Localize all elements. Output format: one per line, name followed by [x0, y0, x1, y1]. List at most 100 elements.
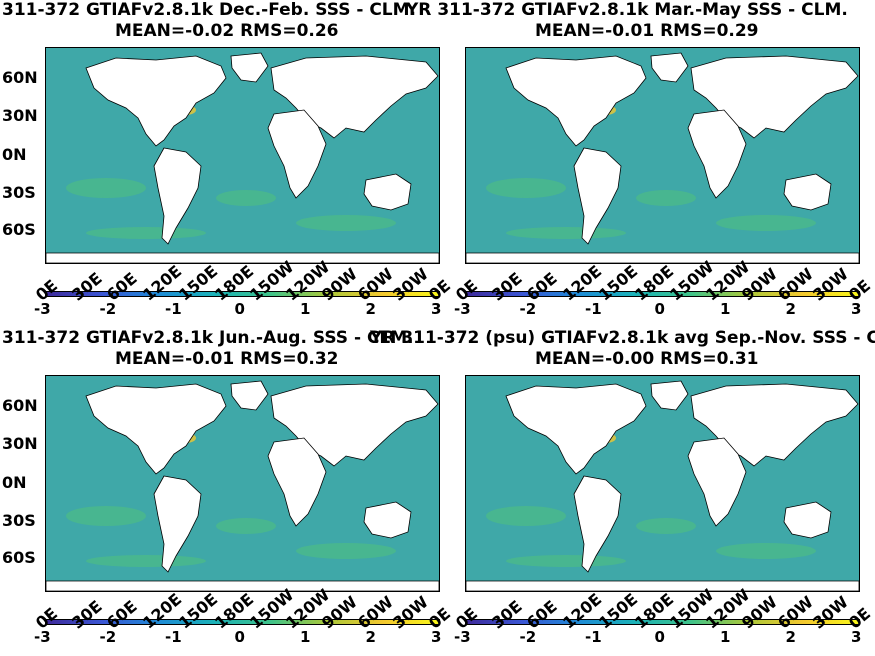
lat-label: 30N	[2, 106, 38, 125]
map-panel-djf: 311-372 GTIAFv2.8.1k Dec.-Feb. SSS - CLM…	[0, 0, 454, 328]
colorbar-tick-label: 2	[785, 628, 796, 646]
colorbar-tick-label: -1	[585, 628, 602, 646]
landmass	[153, 147, 202, 245]
anomaly-patch	[716, 543, 816, 559]
panel-title-line1: YR 311-372 (psu) GTIAFv2.8.1k avg Sep.-N…	[370, 328, 875, 348]
lon-label: 180E	[630, 261, 677, 305]
lat-label: 0N	[2, 473, 27, 492]
sss-anomaly-map	[45, 375, 440, 592]
colorbar-tick-label: -3	[34, 300, 51, 318]
anomaly-patch	[636, 190, 696, 206]
landmass	[783, 501, 832, 539]
sss-anomaly-map	[465, 375, 860, 592]
anomaly-patch	[486, 178, 566, 198]
lon-label: 150E	[174, 589, 222, 633]
colorbar	[465, 619, 860, 625]
landmass	[230, 52, 269, 83]
map-panel-jja: 311-372 GTIAFv2.8.1k Jun.-Aug. SSS - CLM…	[0, 328, 454, 656]
lon-label: 30W	[809, 264, 853, 305]
landmass	[505, 383, 647, 475]
anomaly-patch	[716, 215, 816, 231]
colorbar	[465, 291, 860, 297]
panel-title-line1: YR 311-372 GTIAFv2.8.1k Mar.-May SSS - C…	[406, 0, 848, 20]
world-map-svg	[466, 376, 859, 591]
landmass	[46, 252, 439, 263]
world-map-svg	[466, 48, 859, 263]
lat-label: 30S	[2, 511, 36, 530]
anomaly-patch	[636, 518, 696, 534]
colorbar-tick-label: 2	[365, 628, 376, 646]
lon-label: 120E	[139, 261, 186, 305]
landmass	[650, 380, 689, 411]
colorbar-tick-label: -2	[99, 300, 117, 318]
lon-label: 120E	[559, 589, 606, 633]
colorbar-tick-label: 2	[365, 300, 376, 318]
panel-title-line1: 311-372 GTIAFv2.8.1k Dec.-Feb. SSS - CLM…	[2, 0, 417, 20]
colorbar-tick-label: 1	[300, 300, 311, 318]
landmass	[363, 173, 412, 211]
colorbar-tick-label: 0	[234, 628, 245, 646]
landmass	[466, 252, 859, 263]
colorbar-tick-label: -1	[165, 300, 182, 318]
landmass	[363, 501, 412, 539]
lon-label: 120E	[139, 589, 186, 633]
colorbar-tick-label: 0	[654, 628, 665, 646]
colorbar-tick-label: 3	[851, 628, 862, 646]
colorbar-tick-label: 3	[851, 300, 862, 318]
panel-title-line2: MEAN=-0.01 RMS=0.29	[535, 21, 759, 41]
anomaly-patch	[86, 227, 206, 239]
lon-label: 150E	[594, 261, 642, 305]
landmass	[783, 173, 832, 211]
colorbar-tick-label: 3	[431, 300, 442, 318]
colorbar-tick-label: -2	[99, 628, 117, 646]
lat-label: 60N	[2, 68, 38, 87]
anomaly-patch	[296, 215, 396, 231]
lat-label: 30N	[2, 434, 38, 453]
anomaly-patch	[66, 506, 146, 526]
colorbar-tick-label: 3	[431, 628, 442, 646]
colorbar-tick-label: -3	[34, 628, 51, 646]
panel-title-line1: 311-372 GTIAFv2.8.1k Jun.-Aug. SSS - CLM…	[2, 328, 414, 348]
anomaly-patch	[506, 555, 626, 567]
lon-label: 60W	[353, 264, 397, 305]
lon-label: 180E	[210, 589, 257, 633]
panel-title-line2: MEAN=-0.00 RMS=0.31	[535, 349, 759, 369]
colorbar-tick-label: 1	[720, 300, 731, 318]
sss-anomaly-map	[465, 47, 860, 264]
anomaly-patch	[66, 178, 146, 198]
map-panel-mam: YR 311-372 GTIAFv2.8.1k Mar.-May SSS - C…	[406, 0, 874, 328]
panel-title-line2: MEAN=-0.01 RMS=0.32	[115, 349, 339, 369]
panel-title-line2: MEAN=-0.02 RMS=0.26	[115, 21, 339, 41]
landmass	[270, 55, 439, 139]
lon-label: 60W	[773, 264, 817, 305]
landmass	[466, 580, 859, 591]
anomaly-patch	[486, 506, 566, 526]
lon-label: 180E	[630, 589, 677, 633]
colorbar-tick-label: -1	[585, 300, 602, 318]
landmass	[687, 109, 747, 199]
colorbar-tick-label: 1	[300, 628, 311, 646]
map-panel-son: YR 311-372 (psu) GTIAFv2.8.1k avg Sep.-N…	[370, 328, 875, 656]
landmass	[690, 383, 859, 467]
landmass	[270, 383, 439, 467]
anomaly-patch	[216, 518, 276, 534]
world-map-svg	[46, 48, 439, 263]
colorbar-tick-label: -1	[165, 628, 182, 646]
colorbar-tick-label: -2	[519, 628, 537, 646]
lat-label: 60S	[2, 548, 36, 567]
sss-anomaly-map	[45, 47, 440, 264]
landmass	[690, 55, 859, 139]
landmass	[85, 383, 227, 475]
landmass	[650, 52, 689, 83]
anomaly-patch	[296, 543, 396, 559]
lon-label: 150E	[594, 589, 642, 633]
colorbar-tick-label: 0	[654, 300, 665, 318]
lat-label: 30S	[2, 183, 36, 202]
colorbar-tick-label: -3	[454, 300, 471, 318]
landmass	[153, 475, 202, 573]
lat-label: 60S	[2, 220, 36, 239]
lon-label: 180E	[210, 261, 257, 305]
landmass	[230, 380, 269, 411]
landmass	[46, 580, 439, 591]
lon-label: 150E	[174, 261, 222, 305]
